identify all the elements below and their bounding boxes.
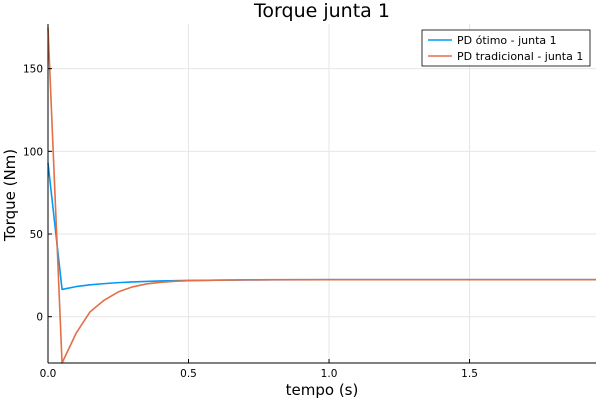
chart-title: Torque junta 1 xyxy=(253,0,390,22)
y-tick-label: 150 xyxy=(23,64,43,76)
series-line-2 xyxy=(47,27,596,364)
y-tick-label: 0 xyxy=(36,312,43,324)
legend-label-series-1: PD ótimo - junta 1 xyxy=(457,34,557,47)
grid xyxy=(47,24,596,363)
axes xyxy=(47,24,596,364)
legend-label-series-2: PD tradicional - junta 1 xyxy=(457,50,583,63)
series-line-1 xyxy=(47,162,596,291)
x-axis-label: tempo (s) xyxy=(286,381,359,399)
y-tick-label: 100 xyxy=(23,146,43,158)
series-layer xyxy=(47,27,596,364)
x-tick-label: 0.0 xyxy=(40,368,57,380)
legend: PD ótimo - junta 1 PD tradicional - junt… xyxy=(421,29,591,67)
legend-box xyxy=(421,29,591,67)
y-axis-label: Torque (Nm) xyxy=(1,149,19,242)
ticks: 0.0 0.5 1.0 1.5 0 50 100 150 xyxy=(23,64,478,380)
x-tick-label: 1.0 xyxy=(321,368,338,380)
x-tick-label: 1.5 xyxy=(461,368,478,380)
x-tick-label: 0.5 xyxy=(180,368,197,380)
y-tick-label: 50 xyxy=(30,229,43,241)
